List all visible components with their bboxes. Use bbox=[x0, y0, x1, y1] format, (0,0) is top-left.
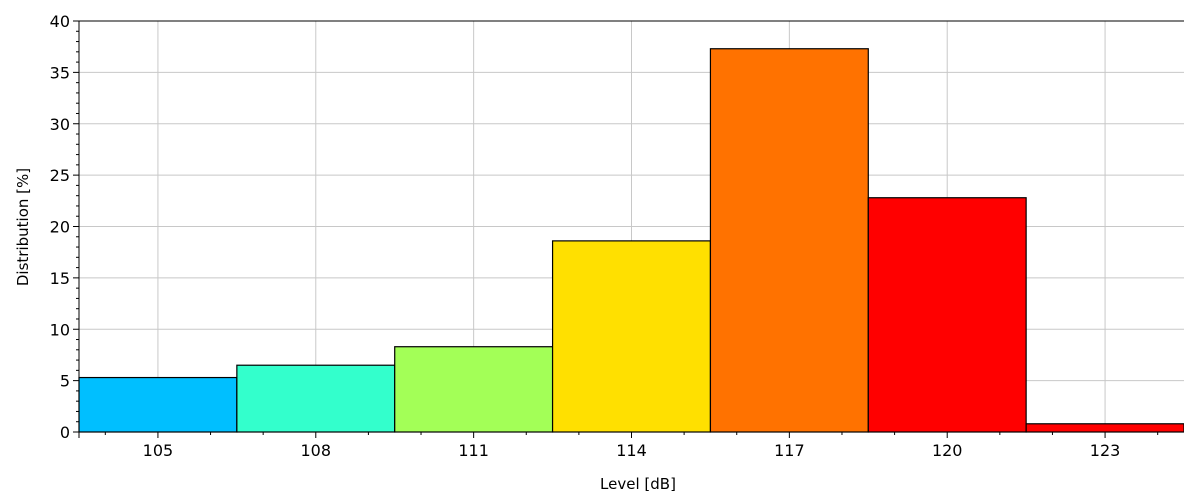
bar-114 bbox=[551, 240, 712, 433]
ticks bbox=[73, 20, 1159, 438]
y-tick-label: 35 bbox=[50, 63, 70, 82]
bar-105 bbox=[78, 376, 238, 433]
y-tick-label: 10 bbox=[50, 320, 70, 339]
bar-108 bbox=[236, 364, 396, 433]
x-tick-label: 120 bbox=[932, 441, 963, 460]
x-tick-label: 123 bbox=[1090, 441, 1121, 460]
axes bbox=[73, 20, 1184, 438]
bar-117 bbox=[709, 48, 869, 433]
y-tick-label: 25 bbox=[50, 166, 70, 185]
y-tick-label: 40 bbox=[50, 12, 70, 31]
x-tick-label: 111 bbox=[458, 441, 489, 460]
y-tick-label: 15 bbox=[50, 269, 70, 288]
bars bbox=[78, 48, 1184, 433]
x-tick-label: 108 bbox=[301, 441, 332, 460]
y-tick-label: 0 bbox=[60, 423, 70, 442]
y-axis-title: Distribution [%] bbox=[14, 168, 32, 286]
tick-labels: 0 5 10 15 20 25 30 35 40 105 108 111 114 117 120 123 bbox=[50, 12, 1121, 460]
bar-120 bbox=[867, 197, 1027, 433]
x-tick-label: 117 bbox=[774, 441, 805, 460]
y-tick-label: 5 bbox=[60, 372, 70, 391]
y-tick-label: 30 bbox=[50, 115, 70, 134]
x-tick-label: 105 bbox=[143, 441, 174, 460]
y-tick-label: 20 bbox=[50, 218, 70, 237]
bar-123 bbox=[1025, 423, 1184, 433]
x-tick-label: 114 bbox=[616, 441, 647, 460]
x-axis-title: Level [dB] bbox=[600, 475, 676, 493]
bar-111 bbox=[394, 346, 554, 433]
